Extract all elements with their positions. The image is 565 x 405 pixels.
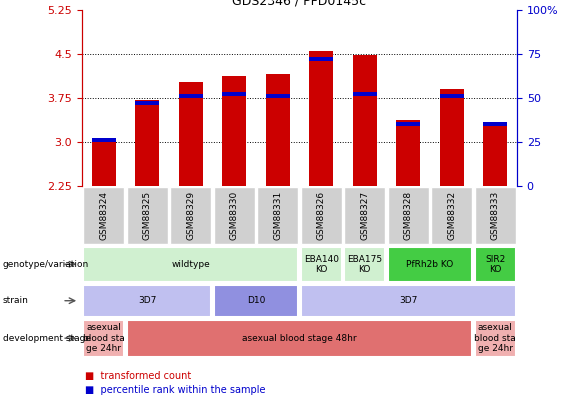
Bar — [396, 122, 420, 126]
Bar — [266, 94, 290, 98]
Bar — [353, 55, 377, 186]
Title: GDS2346 / PFD0145c: GDS2346 / PFD0145c — [232, 0, 367, 8]
Bar — [440, 90, 464, 186]
Bar — [83, 247, 298, 282]
Text: EBA175
KO: EBA175 KO — [347, 255, 383, 274]
Text: development stage: development stage — [3, 334, 91, 343]
Text: strain: strain — [3, 296, 29, 305]
Bar — [483, 122, 507, 126]
Bar — [344, 188, 385, 244]
Text: GSM88324: GSM88324 — [99, 191, 108, 240]
Text: ■  transformed count: ■ transformed count — [85, 371, 191, 381]
Text: asexual
blood sta
ge 24hr: asexual blood sta ge 24hr — [83, 323, 124, 353]
Text: genotype/variation: genotype/variation — [3, 260, 89, 269]
Bar — [396, 120, 420, 186]
Bar — [127, 320, 472, 357]
Bar — [257, 188, 298, 244]
Bar — [475, 320, 516, 357]
Text: GSM88332: GSM88332 — [447, 191, 456, 240]
Text: GSM88331: GSM88331 — [273, 191, 282, 240]
Text: GSM88329: GSM88329 — [186, 191, 195, 240]
Text: GSM88333: GSM88333 — [491, 191, 499, 240]
Bar — [388, 247, 472, 282]
Text: EBA140
KO: EBA140 KO — [304, 255, 338, 274]
Bar — [309, 51, 333, 186]
Bar — [127, 188, 168, 244]
Bar — [170, 188, 211, 244]
Bar — [440, 94, 464, 98]
Bar — [222, 77, 246, 186]
Text: GSM88330: GSM88330 — [230, 191, 238, 240]
Bar — [83, 285, 211, 317]
Bar — [135, 100, 159, 186]
Bar — [179, 94, 203, 98]
Bar — [431, 188, 472, 244]
Text: GSM88326: GSM88326 — [317, 191, 325, 240]
Bar — [301, 285, 516, 317]
Bar — [135, 100, 159, 104]
Bar — [388, 188, 429, 244]
Bar — [483, 126, 507, 186]
Bar — [222, 92, 246, 96]
Text: PfRh2b KO: PfRh2b KO — [406, 260, 454, 269]
Bar — [301, 247, 342, 282]
Text: D10: D10 — [247, 296, 265, 305]
Text: ■  percentile rank within the sample: ■ percentile rank within the sample — [85, 385, 265, 395]
Bar — [353, 92, 377, 96]
Bar — [344, 247, 385, 282]
Text: GSM88325: GSM88325 — [143, 191, 151, 240]
Bar — [92, 138, 116, 142]
Bar — [83, 188, 124, 244]
Bar — [309, 57, 333, 61]
Bar — [92, 142, 116, 186]
Bar — [475, 247, 516, 282]
Bar — [83, 320, 124, 357]
Bar — [475, 188, 516, 244]
Text: wildtype: wildtype — [171, 260, 210, 269]
Text: SIR2
KO: SIR2 KO — [485, 255, 505, 274]
Text: GSM88328: GSM88328 — [404, 191, 412, 240]
Text: 3D7: 3D7 — [138, 296, 157, 305]
Bar — [301, 188, 342, 244]
Bar — [266, 74, 290, 186]
Bar — [179, 82, 203, 186]
Bar — [214, 285, 298, 317]
Text: asexual
blood sta
ge 24hr: asexual blood sta ge 24hr — [475, 323, 516, 353]
Text: 3D7: 3D7 — [399, 296, 418, 305]
Bar — [214, 188, 255, 244]
Text: GSM88327: GSM88327 — [360, 191, 369, 240]
Text: asexual blood stage 48hr: asexual blood stage 48hr — [242, 334, 357, 343]
